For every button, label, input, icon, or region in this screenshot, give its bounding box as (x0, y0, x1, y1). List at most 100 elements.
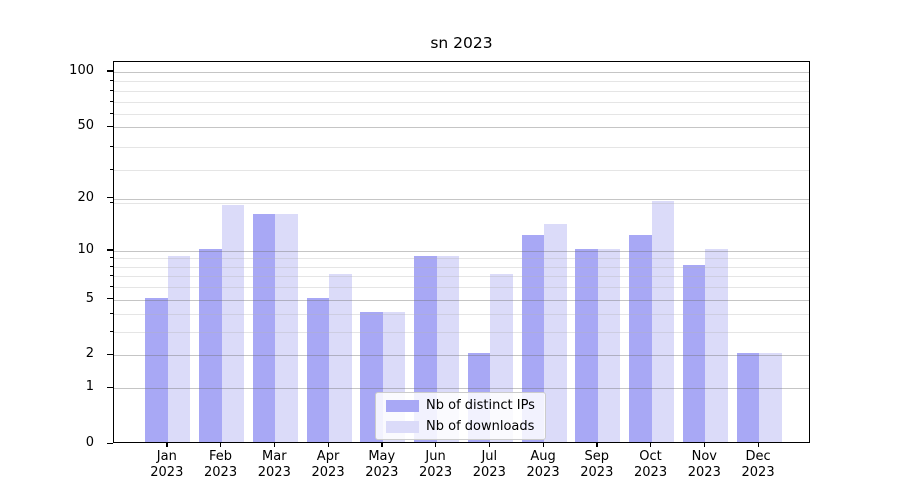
bar-feb-ips (199, 248, 222, 442)
legend: Nb of distinct IPs Nb of downloads (375, 392, 546, 440)
grid-layer (114, 62, 809, 442)
x-tick-mark (650, 443, 652, 447)
gridline-minor (114, 113, 809, 115)
y-tick-label: 2 (85, 346, 94, 362)
gridline-minor (114, 314, 809, 316)
bar-feb-downloads (221, 204, 245, 442)
x-tick-label-oct: Oct 2023 (634, 449, 668, 480)
gridline-major (114, 388, 809, 390)
bar-dec-downloads (759, 353, 782, 442)
y-minor-tick-mark (109, 265, 113, 267)
bar-oct-ips (629, 235, 652, 442)
y-tick-mark (107, 70, 113, 72)
gridline-major (114, 127, 809, 129)
bar-dec-ips (736, 353, 760, 442)
y-minor-tick-mark (109, 275, 113, 277)
bar-aug-ips (521, 235, 545, 442)
x-tick-mark (381, 443, 383, 447)
y-tick-mark (107, 386, 113, 388)
gridline-minor (114, 202, 809, 204)
y-tick-label: 5 (85, 290, 94, 306)
y-minor-tick-mark (109, 145, 113, 147)
x-tick-label-mar: Mar 2023 (257, 449, 291, 480)
x-tick-mark (273, 443, 276, 447)
y-tick-mark (107, 353, 113, 356)
gridline-major (114, 71, 809, 73)
bar-oct-downloads (651, 200, 675, 442)
gridline-minor (114, 287, 809, 289)
gridline-minor (114, 258, 809, 260)
gridline-major (114, 198, 809, 200)
x-tick-label-may: May 2023 (365, 449, 399, 480)
x-tick-label-feb: Feb 2023 (204, 449, 238, 480)
x-tick-label-sep: Sep 2023 (580, 449, 614, 480)
y-axis: 0 1 2 5 10 20 50 100 (0, 61, 113, 450)
y-tick-label: 20 (77, 189, 94, 205)
y-tick-mark (107, 298, 113, 300)
legend-swatch-downloads (386, 420, 419, 433)
plot-area (113, 61, 810, 443)
y-minor-tick-mark (109, 286, 113, 288)
y-minor-tick-mark (109, 112, 113, 114)
gridline-minor (114, 90, 809, 92)
gridline-minor (114, 101, 809, 103)
legend-swatch-distinct-ips (386, 399, 419, 412)
x-tick-label-jun: Jun 2023 (419, 449, 453, 480)
y-minor-tick-mark (109, 168, 113, 170)
bar-mar-ips (252, 213, 276, 442)
bar-apr-downloads (329, 274, 352, 442)
y-tick-label: 0 (85, 435, 94, 450)
chart-title: sn 2023 (430, 34, 493, 52)
x-tick-mark (703, 443, 706, 447)
x-tick-label-aug: Aug 2023 (526, 449, 560, 480)
bar-sep-downloads (597, 248, 621, 442)
y-tick-label: 1 (85, 379, 94, 395)
x-tick-mark (166, 443, 168, 447)
y-minor-tick-mark (109, 257, 113, 259)
x-tick-mark (327, 443, 329, 447)
y-tick-label: 10 (77, 241, 94, 257)
x-tick-label-jul: Jul 2023 (472, 449, 506, 480)
y-tick-mark (107, 442, 113, 444)
x-tick-mark (542, 443, 544, 447)
y-minor-tick-mark (109, 201, 113, 203)
bar-jan-downloads (167, 256, 191, 442)
legend-row-distinct-ips: Nb of distinct IPs (386, 397, 537, 414)
gridline-minor (114, 332, 809, 334)
gridline-minor (114, 169, 809, 171)
y-tick-mark (107, 249, 113, 251)
y-minor-tick-mark (109, 100, 113, 102)
bar-jan-ips (145, 297, 168, 442)
x-tick-label-nov: Nov 2023 (687, 449, 721, 480)
x-tick-mark (757, 443, 759, 447)
y-tick-mark (107, 197, 113, 199)
legend-label-downloads: Nb of downloads (426, 418, 535, 434)
y-tick-label: 50 (77, 118, 94, 134)
legend-label-distinct-ips: Nb of distinct IPs (426, 397, 535, 413)
y-tick-mark (107, 125, 113, 127)
bar-nov-ips (682, 264, 706, 442)
x-tick-label-dec: Dec 2023 (741, 449, 775, 480)
gridline-major (114, 355, 809, 357)
y-minor-tick-mark (109, 313, 113, 315)
x-tick-mark (220, 443, 222, 447)
bar-nov-downloads (705, 248, 728, 442)
bar-apr-ips (306, 297, 330, 442)
legend-row-downloads: Nb of downloads (386, 418, 537, 435)
gridline-major (114, 250, 809, 252)
gridline-major (114, 299, 809, 301)
gridline-minor (114, 81, 809, 83)
x-tick-label-jan: Jan 2023 (150, 449, 184, 480)
bar-aug-downloads (544, 223, 567, 442)
y-tick-label: 100 (69, 62, 94, 78)
gridline-minor (114, 276, 809, 278)
y-minor-tick-mark (109, 80, 113, 82)
x-axis: Jan 2023 Feb 2023 Mar 2023 Apr 2023 May 2023… (113, 443, 810, 493)
x-tick-label-apr: Apr 2023 (311, 449, 345, 480)
bar-mar-downloads (275, 213, 298, 442)
gridline-minor (114, 146, 809, 148)
y-minor-tick-mark (109, 89, 113, 91)
x-tick-mark (596, 443, 598, 447)
bar-sep-ips (575, 248, 598, 442)
